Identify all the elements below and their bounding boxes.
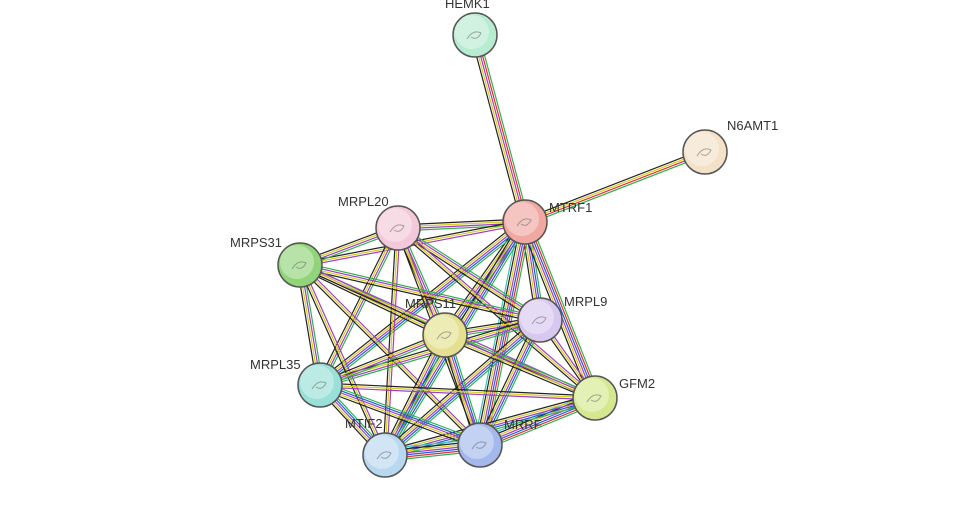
node-highlight [505,202,539,236]
edge-HEMK1-MTRF1 [475,35,525,222]
edge-MRPL20-MTIF2 [385,228,398,455]
network-canvas: HEMK1 N6AMT1 MTRF1 MRPL20 MRPS31 MRPL9 MRPS11 G… [0,0,975,505]
node-MRRF[interactable] [458,423,502,467]
node-highlight [520,300,554,334]
node-MRPS31[interactable] [278,243,322,287]
node-GFM2[interactable] [573,376,617,420]
node-label-MTIF2: MTIF2 [345,416,383,431]
node-label-HEMK1: HEMK1 [445,0,490,11]
edge-HEMK1-MTRF1 [473,36,523,223]
edge-HEMK1-MTRF1 [471,36,521,223]
node-highlight [425,315,459,349]
node-MTIF2[interactable] [363,433,407,477]
node-label-MTRF1: MTRF1 [549,200,592,215]
node-highlight [365,435,399,469]
node-N6AMT1[interactable] [683,130,727,174]
edges-layer [297,34,706,461]
node-MRPL9[interactable] [518,298,562,342]
edge-HEMK1-MTRF1 [477,34,527,221]
node-MRPS11[interactable] [423,313,467,357]
node-label-MRRF: MRRF [504,417,542,432]
node-label-N6AMT1: N6AMT1 [727,118,778,133]
node-highlight [460,425,494,459]
node-highlight [575,378,609,412]
node-label-MRPS11: MRPS11 [405,296,456,311]
edge-HEMK1-MTRF1 [479,34,529,221]
node-highlight [378,208,412,242]
node-label-MRPL9: MRPL9 [564,294,607,309]
node-label-MRPL20: MRPL20 [338,194,389,209]
node-highlight [685,132,719,166]
node-highlight [280,245,314,279]
node-MRPL35[interactable] [298,363,342,407]
edge-MRPL20-GFM2 [397,230,594,400]
node-MRPL20[interactable] [376,206,420,250]
node-MTRF1[interactable] [503,200,547,244]
node-label-MRPL35: MRPL35 [250,357,301,372]
node-highlight [455,15,489,49]
node-label-GFM2: GFM2 [619,376,655,391]
node-label-MRPS31: MRPS31 [230,235,282,250]
node-HEMK1[interactable] [453,13,497,57]
node-highlight [300,365,334,399]
